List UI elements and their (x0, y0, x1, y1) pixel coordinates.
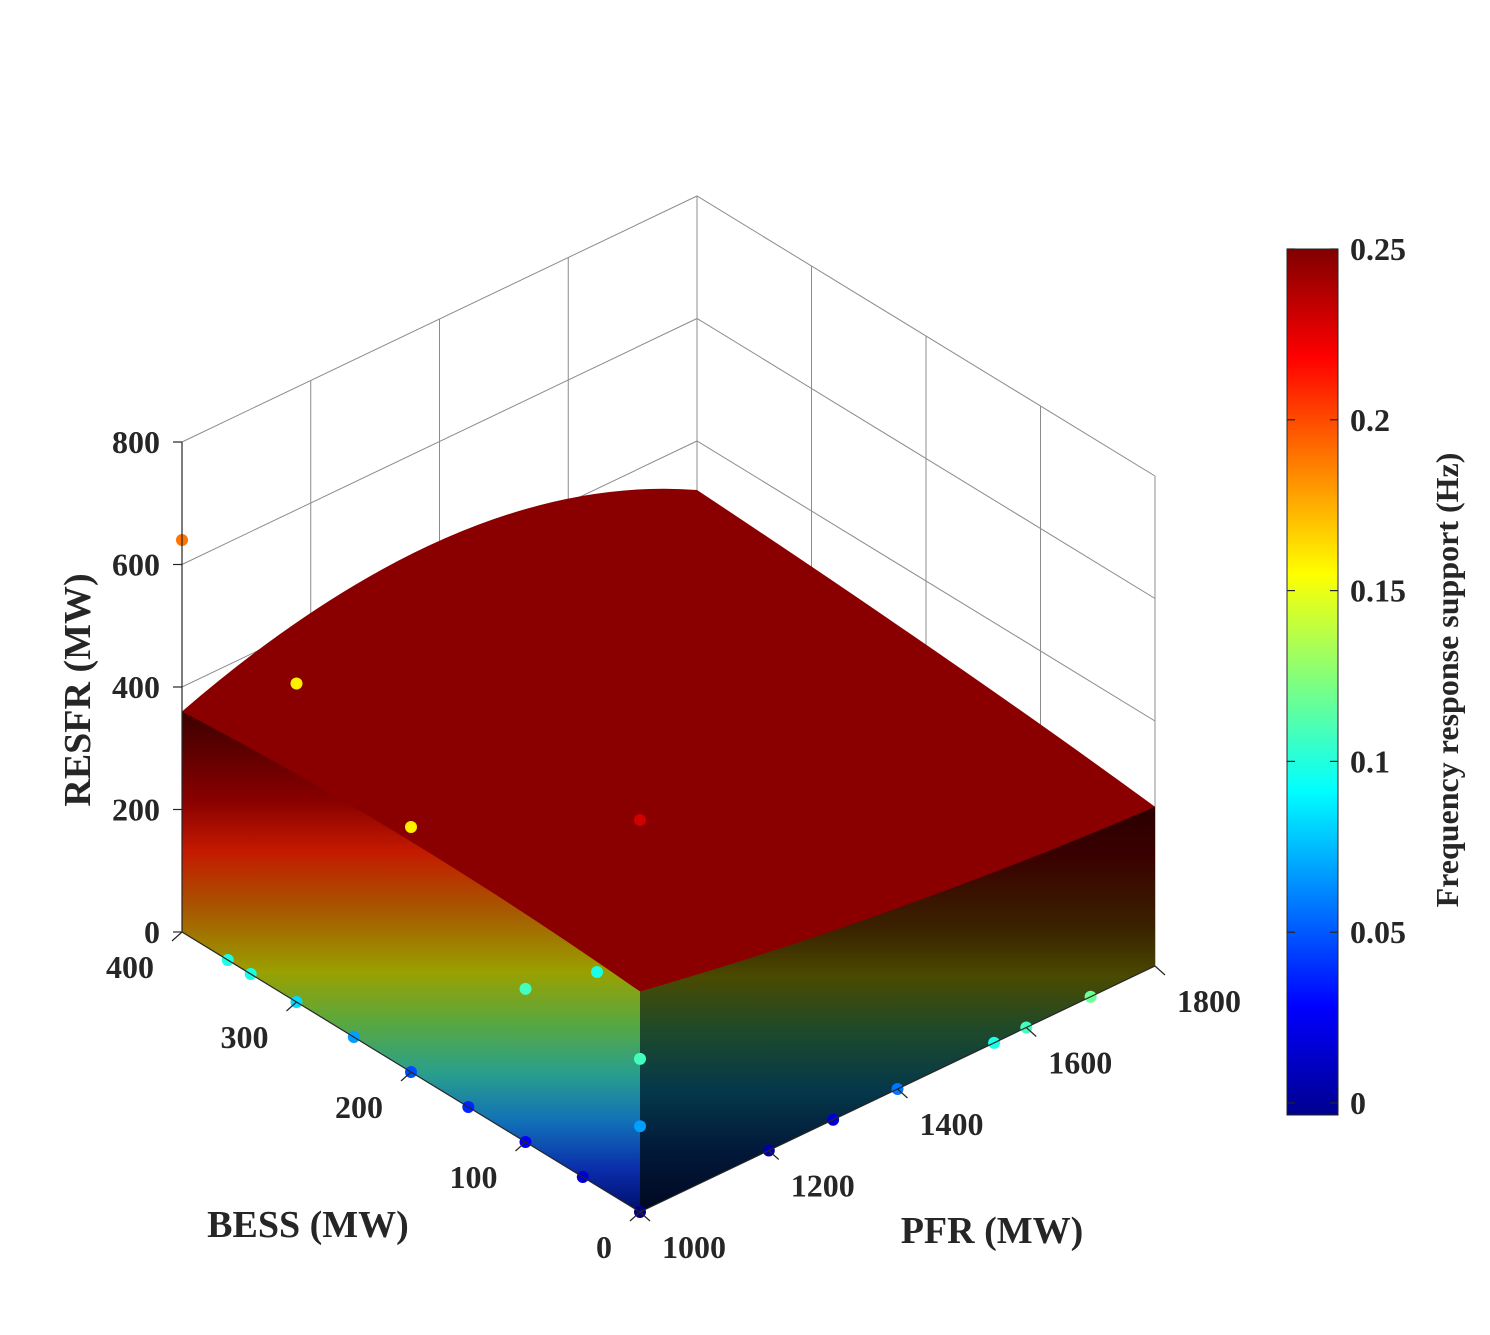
data-point (405, 821, 417, 833)
x-tick-mark (1154, 965, 1166, 976)
surface-left-face (182, 711, 640, 1212)
x-tick-label: 1000 (662, 1229, 726, 1265)
surface-right-face (640, 806, 1155, 1212)
colorbar-tick-label: 0.2 (1350, 402, 1390, 438)
y-tick-label: 400 (106, 949, 154, 985)
colorbar-tick-label: 0.1 (1350, 743, 1390, 779)
surface (182, 488, 1155, 1212)
colorbar: 0 0.05 0.1 0.15 0.2 0.25 (1286, 231, 1406, 1121)
x-tick-label: 1400 (920, 1106, 984, 1142)
x-axis-label: PFR (MW) (901, 1210, 1084, 1252)
z-tick-label: 400 (112, 669, 160, 705)
z-tick-label: 600 (112, 547, 160, 583)
z-tick-label: 0 (144, 914, 160, 950)
y-tick-mark (286, 1001, 297, 1012)
surface-top-face (182, 488, 1155, 992)
data-point (634, 1120, 646, 1133)
x-tick-mark (768, 1150, 780, 1160)
colorbar-tick-label: 0.05 (1350, 914, 1406, 950)
data-point (591, 966, 603, 978)
y-tick-mark (629, 1211, 641, 1222)
x-tick-mark (1025, 1027, 1037, 1037)
x-tick-mark (639, 1211, 651, 1222)
x-tick-label: 1800 (1177, 983, 1241, 1019)
y-axis-label: BESS (MW) (207, 1204, 409, 1246)
y-tick-label: 200 (335, 1089, 383, 1125)
data-point (519, 982, 532, 995)
data-point (634, 814, 646, 826)
colorbar-tick-label: 0 (1350, 1085, 1366, 1121)
axes: 0 200 400 600 800 0 100 200 300 400 1000 1200 1400 16… (106, 424, 1241, 1265)
colorbar-tick-label: 0.15 (1350, 573, 1406, 609)
y-tick-mark (400, 1071, 412, 1082)
z-axis-label: RESFR (MW) (57, 573, 99, 806)
colorbar-tick-label: 0.25 (1350, 231, 1406, 267)
y-tick-mark (515, 1141, 526, 1152)
colorbar-label: Frequency response support (Hz) (1429, 453, 1465, 908)
z-tick-label: 800 (112, 424, 160, 460)
y-tick-label: 300 (221, 1019, 269, 1055)
x-tick-mark (897, 1088, 908, 1099)
grid-line-z (181, 195, 1156, 477)
data-point (634, 1052, 646, 1065)
x-tick-label: 1600 (1048, 1045, 1112, 1081)
z-tick-label: 200 (112, 792, 160, 828)
x-tick-label: 1200 (791, 1168, 855, 1204)
y-tick-mark (171, 931, 183, 942)
y-tick-label: 0 (596, 1229, 612, 1265)
y-tick-label: 100 (450, 1159, 498, 1195)
data-point (290, 677, 303, 690)
colorbar-bar (1286, 248, 1339, 1116)
